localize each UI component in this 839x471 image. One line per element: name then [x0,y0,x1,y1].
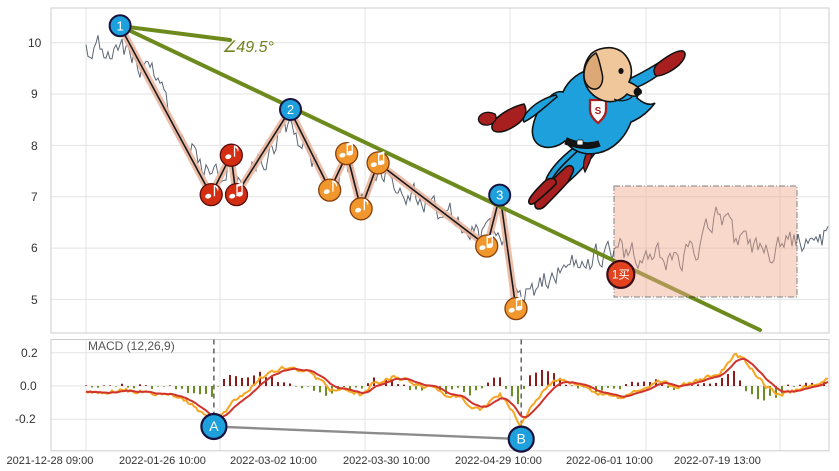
svg-text:A: A [209,418,219,434]
svg-text:6: 6 [31,241,38,255]
svg-text:7: 7 [31,190,38,204]
svg-text:2022-06-01 10:00: 2022-06-01 10:00 [566,455,653,467]
svg-text:B: B [517,431,526,447]
svg-text:5: 5 [31,293,38,307]
svg-text:∠49.5°: ∠49.5° [222,39,274,56]
svg-text:3: 3 [496,188,503,203]
svg-text:9: 9 [31,87,38,101]
svg-text:-0.2: -0.2 [15,412,36,426]
svg-text:0.2: 0.2 [21,346,38,360]
svg-text:2021-12-28 09:00: 2021-12-28 09:00 [7,455,94,467]
svg-text:MACD (12,26,9): MACD (12,26,9) [88,339,175,353]
svg-text:S: S [595,106,602,117]
svg-text:8: 8 [31,139,38,153]
svg-text:2022-03-02 10:00: 2022-03-02 10:00 [230,455,317,467]
svg-text:2: 2 [287,102,294,117]
svg-text:2022-07-19 13:00: 2022-07-19 13:00 [674,455,761,467]
svg-text:1买: 1买 [612,269,630,282]
svg-text:0.0: 0.0 [20,379,37,393]
svg-text:2022-03-30 10:00: 2022-03-30 10:00 [343,455,430,467]
svg-text:1: 1 [116,18,123,33]
svg-text:10: 10 [28,36,42,50]
svg-text:2022-04-29 10:00: 2022-04-29 10:00 [455,455,542,467]
svg-text:2022-01-26 10:00: 2022-01-26 10:00 [119,455,206,467]
